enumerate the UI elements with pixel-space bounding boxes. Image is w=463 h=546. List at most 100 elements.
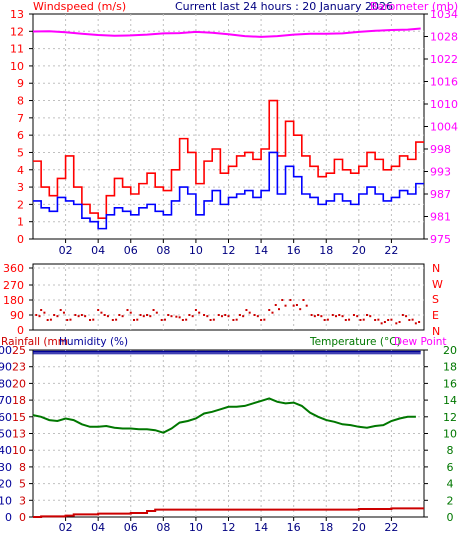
direction-point xyxy=(69,318,72,321)
direction-point xyxy=(111,319,114,321)
direction-point xyxy=(74,314,77,316)
windspeed-tick-label: 3 xyxy=(17,181,24,194)
direction-point xyxy=(365,314,368,316)
direction-point xyxy=(118,314,121,316)
rainfall-line xyxy=(33,507,424,518)
direction-point xyxy=(284,304,287,307)
direction-point xyxy=(320,315,323,318)
direction-point xyxy=(152,309,155,311)
temperature-tick-label: 16 xyxy=(443,377,457,390)
windspeed-tick-label: 2 xyxy=(17,198,24,211)
direction-point xyxy=(398,321,401,323)
rainfall-tick-label: 3 xyxy=(19,494,26,507)
direction-point xyxy=(305,304,308,307)
direction-point xyxy=(281,299,284,301)
dewpoint-axis-title: Dew Point xyxy=(394,336,447,348)
rht-xtick-label: 20 xyxy=(352,521,366,534)
direction-point xyxy=(383,321,386,323)
direction-point xyxy=(212,318,215,321)
barometer-tick-label: 998 xyxy=(430,143,451,156)
wind-xtick-label: 08 xyxy=(156,244,170,257)
direction-point xyxy=(224,314,227,316)
rht-xtick-label: 12 xyxy=(222,521,236,534)
rainfall-tick-label: 20 xyxy=(12,377,26,390)
direction-point xyxy=(178,316,181,319)
direction-point xyxy=(401,314,404,316)
rht-xtick-label: 04 xyxy=(91,521,105,534)
direction-point xyxy=(235,318,238,321)
temperature-tick-label: 20 xyxy=(443,344,457,357)
direction-point xyxy=(220,315,223,318)
humidity-axis-title: Humidity (%) xyxy=(59,336,128,348)
direction-point xyxy=(411,318,414,321)
wind-xtick-label: 22 xyxy=(384,244,398,257)
wind-barometer-panel: 0123456789101112139759819879939981004101… xyxy=(10,8,458,257)
rain-humidity-temperature-panel: 0010320530840105013601570188020902310025… xyxy=(0,344,457,534)
direction-point xyxy=(232,319,235,321)
direction-point xyxy=(278,308,281,311)
windspeed-tick-label: 5 xyxy=(17,146,24,159)
compass-tick-label: W xyxy=(432,278,443,291)
humidity-tick-label: 20 xyxy=(0,478,12,491)
direction-point xyxy=(62,311,65,314)
direction-point xyxy=(89,319,92,321)
direction-point xyxy=(142,315,145,318)
direction-point xyxy=(121,315,124,318)
humidity-tick-label: 90 xyxy=(0,361,12,374)
windspeed-axis-title: Windspeed (m/s) xyxy=(33,0,126,13)
direction-point xyxy=(56,315,59,318)
temperature-tick-label: 6 xyxy=(447,461,454,474)
direction-point xyxy=(317,314,320,316)
humidity-tick-label: 100 xyxy=(0,344,12,357)
temperature-tick-label: 0 xyxy=(447,511,454,524)
direction-point xyxy=(268,309,271,311)
compass-tick-label: S xyxy=(432,293,439,306)
direction-point xyxy=(271,311,274,314)
barometer-line xyxy=(32,27,421,38)
barometer-tick-label: 981 xyxy=(430,211,451,224)
direction-point xyxy=(43,311,46,314)
wind-xtick-label: 06 xyxy=(124,244,138,257)
wind-xtick-label: 02 xyxy=(59,244,73,257)
direction-point xyxy=(260,319,263,321)
rht-xtick-label: 22 xyxy=(384,521,398,534)
direction-point xyxy=(331,314,334,316)
rht-xtick-label: 10 xyxy=(189,521,203,534)
rht-xtick-label: 16 xyxy=(287,521,301,534)
direction-point xyxy=(405,315,408,318)
direction-point xyxy=(38,315,41,318)
direction-point xyxy=(175,315,178,318)
temperature-axis-title: Temperature (°C) xyxy=(309,336,401,348)
rainfall-tick-label: 10 xyxy=(12,444,26,457)
direction-point xyxy=(133,319,136,321)
direction-point xyxy=(84,315,87,318)
temperature-tick-label: 2 xyxy=(447,494,454,507)
direction-point xyxy=(163,318,166,321)
direction-point xyxy=(418,321,421,323)
rht-xtick-label: 06 xyxy=(124,521,138,534)
wind-xtick-label: 10 xyxy=(189,244,203,257)
rht-xtick-label: 18 xyxy=(319,521,333,534)
windspeed-tick-label: 7 xyxy=(17,112,24,125)
direction-tick-label: 270 xyxy=(3,279,24,292)
direction-point xyxy=(335,315,338,318)
direction-point xyxy=(338,314,341,316)
direction-point xyxy=(92,318,95,321)
direction-point xyxy=(248,311,251,314)
rainfall-tick-label: 25 xyxy=(12,344,26,357)
temperature-tick-label: 12 xyxy=(443,411,457,424)
direction-tick-label: 360 xyxy=(3,262,24,275)
direction-point xyxy=(299,308,302,311)
direction-point xyxy=(352,314,355,316)
temperature-tick-label: 10 xyxy=(443,428,457,441)
direction-point xyxy=(253,314,256,316)
direction-tick-label: 0 xyxy=(17,324,24,337)
direction-point xyxy=(59,309,62,311)
direction-point xyxy=(289,299,292,301)
direction-point xyxy=(66,319,69,321)
direction-point xyxy=(374,319,377,321)
wind-xtick-label: 18 xyxy=(319,244,333,257)
rht-xtick-label: 02 xyxy=(59,521,73,534)
